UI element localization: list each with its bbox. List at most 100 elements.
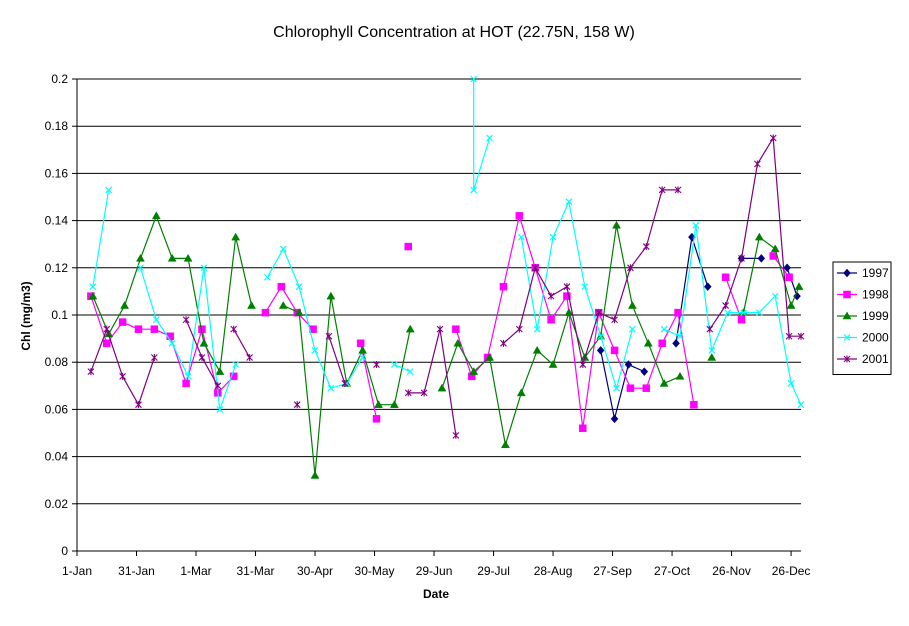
- data-point-2001: [404, 389, 412, 397]
- data-point-1997: [757, 253, 766, 263]
- data-point-2001: [198, 353, 206, 361]
- grid-lines: [77, 78, 801, 505]
- chart-title: Chlorophyll Concentration at HOT (22.75N…: [273, 24, 635, 41]
- data-point-2001: [373, 361, 380, 369]
- data-point-1999: [453, 338, 463, 347]
- data-point-1997: [596, 346, 605, 355]
- data-point-2000: [89, 283, 97, 291]
- legend-label: 1998: [862, 288, 889, 302]
- data-point-1998: [452, 325, 460, 333]
- data-point-2000: [137, 264, 144, 272]
- data-point-2001: [753, 160, 761, 168]
- x-tick-label: 27-Sep: [593, 564, 632, 578]
- data-point-1999: [167, 253, 177, 262]
- data-point-2001: [563, 283, 571, 291]
- series-line-1998: [264, 285, 314, 330]
- y-tick-label: 0.12: [45, 261, 69, 275]
- data-point-2001: [214, 382, 222, 390]
- data-point-1999: [88, 291, 98, 300]
- data-point-2000: [390, 361, 398, 368]
- data-point-2001: [642, 243, 650, 251]
- series-line-1998: [455, 213, 695, 429]
- series-line-2001: [408, 329, 457, 436]
- data-point-2000: [533, 325, 541, 333]
- x-tick-label: 31-Jan: [118, 564, 155, 578]
- legend-label: 2000: [862, 331, 889, 345]
- data-point-1997: [624, 360, 633, 369]
- data-point-1998: [737, 315, 746, 324]
- x-tick-label: 1-Mar: [180, 564, 211, 578]
- y-tick-label: 0: [61, 544, 68, 558]
- data-point-1999: [548, 360, 558, 368]
- data-point-2000: [565, 198, 573, 206]
- legend-marker: [843, 355, 851, 363]
- data-point-2000: [692, 221, 700, 229]
- data-point-2001: [658, 186, 666, 194]
- data-point-2000: [470, 75, 478, 83]
- data-point-2000: [184, 372, 192, 380]
- data-point-2001: [341, 379, 349, 387]
- legend-item-1999: 1999: [837, 309, 889, 323]
- data-point-2001: [87, 368, 95, 376]
- data-point-1999: [215, 367, 225, 375]
- y-tick-label: 0.14: [45, 214, 69, 228]
- x-tick-label: 30-Apr: [297, 564, 333, 578]
- series-line-1998: [90, 295, 235, 395]
- data-point-2001: [103, 325, 111, 333]
- series-layer: [87, 75, 805, 479]
- data-point-1999: [485, 352, 495, 361]
- y-tick-label: 0.02: [45, 497, 69, 511]
- data-point-2000: [406, 368, 414, 376]
- data-point-1998: [134, 325, 143, 333]
- data-point-2000: [797, 401, 805, 409]
- y-tick-label: 0.18: [45, 119, 69, 133]
- data-point-2000: [152, 316, 160, 324]
- data-point-1998: [579, 424, 587, 433]
- x-axis-label: Date: [423, 587, 449, 601]
- series-line-2000: [92, 189, 110, 287]
- data-point-1998: [626, 384, 635, 392]
- data-point-2000: [740, 309, 747, 317]
- data-point-2000: [200, 264, 208, 272]
- y-tick-label: 0.2: [51, 72, 68, 86]
- data-point-2000: [327, 384, 335, 392]
- data-point-2000: [517, 233, 525, 241]
- data-point-1999: [247, 301, 256, 309]
- data-point-1998: [690, 400, 698, 409]
- data-point-1997: [672, 338, 680, 348]
- data-point-1998: [261, 308, 270, 317]
- data-point-2000: [549, 233, 557, 241]
- series-line-2001: [328, 336, 346, 384]
- legend-item-2001: 2001: [837, 352, 889, 366]
- data-point-1998: [404, 242, 413, 251]
- data-point-1998: [182, 379, 190, 388]
- series-line-1997: [786, 267, 798, 297]
- data-point-1999: [374, 400, 383, 408]
- data-point-2000: [708, 346, 716, 354]
- data-point-2000: [628, 325, 636, 333]
- series-line-1998: [360, 343, 378, 419]
- data-point-1998: [277, 282, 286, 291]
- legend-box: [832, 261, 892, 375]
- data-point-1998: [563, 292, 571, 300]
- data-point-2001: [785, 332, 793, 340]
- data-point-2001: [706, 325, 714, 333]
- data-point-2000: [755, 309, 763, 317]
- data-point-2001: [325, 332, 333, 340]
- data-point-2001: [611, 316, 618, 324]
- data-point-2001: [738, 254, 745, 262]
- data-point-2001: [627, 264, 634, 272]
- data-point-2000: [311, 346, 319, 354]
- data-point-2000: [660, 325, 668, 333]
- data-point-2000: [597, 332, 605, 340]
- data-point-2000: [613, 384, 620, 392]
- data-point-1999: [770, 244, 780, 253]
- x-tick-label: 29-Jun: [416, 564, 453, 578]
- data-point-2000: [581, 283, 589, 291]
- y-tick-label: 0.04: [45, 450, 69, 464]
- data-point-1998: [785, 273, 793, 281]
- data-point-1997: [640, 367, 649, 377]
- series-line-2001: [503, 189, 678, 365]
- x-tick-label: 26-Dec: [772, 564, 811, 578]
- series-line-1997: [600, 350, 645, 419]
